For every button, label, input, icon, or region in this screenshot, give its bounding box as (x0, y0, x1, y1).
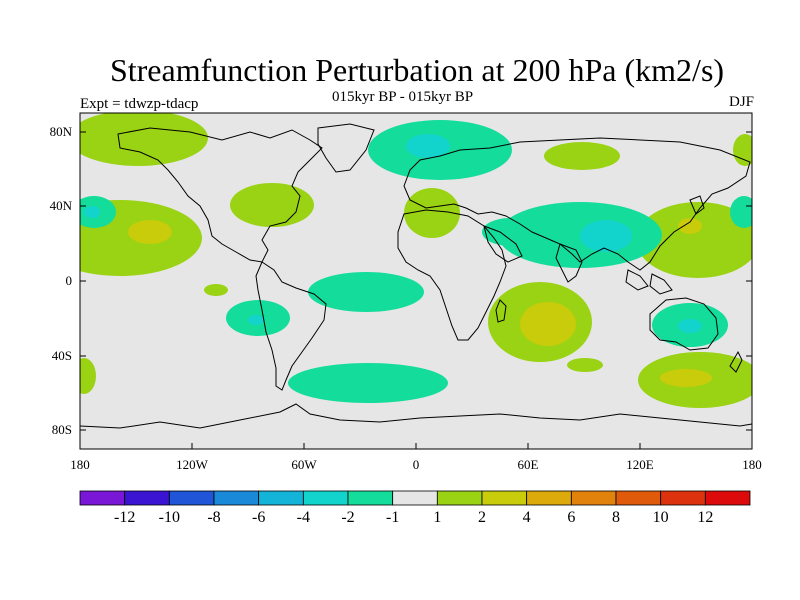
colorbar-swatch-6 (347, 490, 394, 506)
fill-neg2-asia (580, 220, 632, 252)
colorbar-swatch-2 (168, 490, 215, 506)
colorbar-swatch-14 (704, 490, 751, 506)
axis-ticks (79, 131, 753, 449)
fill-pos-arctic-east (733, 134, 752, 166)
colorbar (79, 490, 751, 506)
fill-neg2-australia (678, 319, 702, 333)
colorbar-swatch-4 (258, 490, 304, 506)
colorbar-swatch-13 (660, 490, 706, 506)
colorbar-label: 12 (697, 509, 714, 526)
lat-label-80n: 80N (49, 124, 72, 139)
season-label: DJF (728, 94, 754, 110)
coastlines (80, 123, 752, 429)
colorbar-swatch-8 (436, 490, 483, 506)
colorbar-label: 1 (433, 509, 442, 526)
colorbar-swatch-5 (302, 490, 349, 506)
lat-label-0: 0 (65, 273, 73, 288)
colorbar-swatch-12 (615, 490, 662, 506)
fill-pos-westpacific (636, 202, 752, 278)
fill-pos-northamerica (230, 183, 314, 227)
fill-pos-northatlantic-east (544, 142, 620, 170)
colorbar-label: 4 (522, 509, 531, 526)
lon-label-60w: 60W (291, 457, 317, 472)
lon-label-0: 0 (412, 457, 420, 472)
colorbar-label: -8 (207, 509, 221, 526)
lon-label-120e: 120E (626, 457, 654, 472)
colorbar-swatch-1 (124, 490, 170, 506)
colorbar-label: 6 (567, 509, 576, 526)
colorbar-swatch-3 (213, 490, 260, 506)
colorbar-label: -1 (385, 509, 400, 526)
colorbar-swatch-11 (570, 490, 617, 506)
map-title: Streamfunction Perturbation at 200 hPa (… (109, 52, 725, 88)
colorbar-swatch-0 (79, 490, 126, 506)
fill-pos-southeast-pacific (80, 358, 96, 394)
lat-label-40n: 40N (49, 198, 72, 213)
fill-pos-mediterranean (404, 188, 460, 238)
lat-label-80s: 80S (51, 422, 72, 437)
colorbar-label: -10 (158, 509, 180, 526)
experiment-label: Expt = tdwzp-tdacp (80, 96, 199, 112)
fill-pos2-southpacific (660, 369, 712, 387)
fill-neg2-arctic (406, 134, 450, 158)
fill-neg-west-pacific-far (730, 196, 752, 228)
fill-neg-south-america (308, 272, 424, 312)
contour-fills (80, 113, 752, 429)
fill-pos2-northeast-pacific (128, 220, 172, 244)
fill-pos2-indianocean (520, 302, 576, 346)
fill-neg2-spacific (248, 315, 264, 325)
fill-pos-small-pacific (204, 284, 228, 296)
fill-pos-tropical-atl (567, 358, 603, 372)
colorbar-swatch-7 (392, 490, 438, 506)
map-subtitle: 015kyr BP - 015kyr BP (332, 89, 474, 105)
colorbar-label: -2 (341, 509, 355, 526)
fill-pos-northpacific (80, 113, 208, 166)
fill-neg-asia (498, 202, 662, 268)
lon-label-120w: 120W (176, 457, 208, 472)
fill-pos2-westpacific (678, 218, 702, 234)
lon-label-180w: 180 (70, 457, 90, 472)
fill-neg2-wpacific (84, 206, 100, 218)
colorbar-swatch-9 (481, 490, 528, 506)
colorbar-label: 8 (612, 509, 620, 526)
fill-neg-east-africa (482, 218, 538, 246)
lon-label-180e: 180 (742, 457, 762, 472)
colorbar-label: 10 (652, 509, 669, 526)
colorbar-label: -12 (113, 509, 136, 526)
lat-label-40s: 40S (51, 348, 72, 363)
lon-label-60e: 60E (517, 457, 539, 472)
colorbar-label: -6 (251, 509, 266, 526)
colorbar-label: 2 (478, 509, 486, 526)
colorbar-swatch-10 (526, 490, 572, 506)
fill-neg-southern-ocean (288, 363, 448, 403)
colorbar-label: -4 (296, 509, 310, 526)
